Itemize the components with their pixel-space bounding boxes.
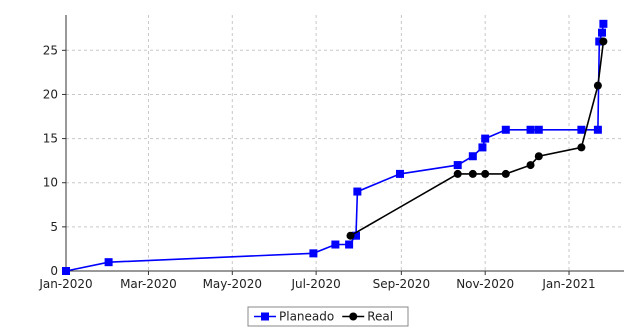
- data-point-planeado: [468, 152, 477, 161]
- legend: Planeado Real: [247, 306, 409, 327]
- series-planeado: [62, 19, 608, 275]
- grid: [65, 15, 624, 271]
- x-tick-label: Jan-2021: [541, 277, 595, 291]
- x-tick-label: Nov-2020: [456, 277, 514, 291]
- y-tick-label: 10: [43, 176, 58, 190]
- data-point-planeado: [598, 28, 607, 37]
- x-tick-label: Mar-2020: [120, 277, 177, 291]
- data-point-real: [593, 81, 602, 90]
- data-point-planeado: [481, 134, 490, 143]
- data-point-real: [481, 169, 490, 178]
- legend-label-planeado: Planeado: [279, 310, 334, 324]
- data-point-planeado: [309, 249, 318, 258]
- x-tick-label: May-2020: [203, 277, 262, 291]
- data-point-real: [526, 161, 535, 170]
- y-tick-label: 20: [43, 87, 58, 101]
- legend-label-real: Real: [367, 310, 393, 324]
- x-tick-label: Jan-2020: [38, 277, 92, 291]
- plot-area: [66, 15, 624, 271]
- data-point-real: [599, 37, 608, 46]
- series-layer: [62, 19, 608, 275]
- data-point-planeado: [353, 187, 362, 196]
- legend-marker-real: [349, 312, 358, 321]
- data-point-planeado: [345, 240, 354, 249]
- data-point-real: [501, 169, 510, 178]
- y-tick-label: 0: [50, 264, 58, 278]
- data-point-real: [534, 152, 543, 161]
- data-point-real: [577, 143, 586, 152]
- legend-marker-planeado: [261, 312, 269, 321]
- x-tick-label: Jul-2020: [290, 277, 340, 291]
- y-tick-label: 5: [50, 220, 58, 234]
- data-point-planeado: [453, 161, 462, 170]
- data-point-real: [468, 169, 477, 178]
- data-point-real: [346, 231, 355, 240]
- data-point-real: [453, 169, 462, 178]
- data-point-planeado: [599, 19, 608, 28]
- data-point-planeado: [478, 143, 487, 152]
- legend-box: [247, 306, 409, 327]
- data-point-planeado: [395, 169, 404, 178]
- x-tick-label: Sep-2020: [373, 277, 431, 291]
- axes: 0 5 10 15 20 25 Jan-2020 Mar-2020 May-2020 Jul-20…: [38, 15, 624, 291]
- series-line-real: [350, 41, 605, 237]
- data-point-planeado: [501, 125, 510, 134]
- data-point-planeado: [62, 267, 70, 275]
- data-point-planeado: [534, 125, 543, 134]
- data-point-planeado: [593, 125, 602, 134]
- data-point-planeado: [104, 258, 113, 267]
- data-point-planeado: [331, 240, 340, 249]
- y-tick-label: 25: [43, 43, 58, 57]
- data-point-planeado: [526, 125, 535, 134]
- data-point-planeado: [577, 125, 586, 134]
- data-point-planeado: [351, 231, 360, 240]
- data-point-planeado: [595, 37, 604, 46]
- y-tick-label: 15: [43, 132, 58, 146]
- series-real: [346, 37, 608, 240]
